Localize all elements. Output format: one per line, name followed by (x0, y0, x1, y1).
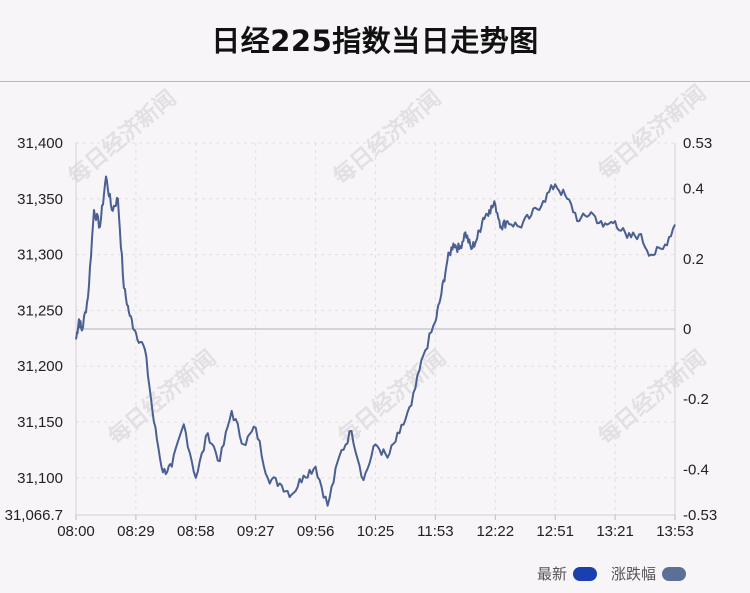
x-tick-8: 12:51 (536, 523, 574, 540)
x-tick-5: 10:25 (357, 523, 395, 540)
y-left-tick-3: 31,250 (17, 302, 63, 319)
title-divider (0, 81, 750, 82)
legend-item-latest[interactable]: 最新 (537, 563, 597, 584)
x-axis: 08:00 08:29 08:58 09:27 09:56 10:25 11:53 12:22… (57, 515, 694, 540)
y-right-tick-5: -0.4 (683, 461, 709, 478)
y-left-tick-5: 31,150 (17, 414, 63, 431)
y-left-tick-min: 31,066.7 (5, 507, 63, 524)
series-line-0 (75, 175, 676, 507)
y-right-tick-3: 0 (683, 321, 691, 338)
y-right-tick-4: -0.2 (683, 391, 709, 408)
x-tick-2: 08:58 (177, 523, 215, 540)
legend-change-label: 涨跌幅 (610, 565, 656, 583)
x-tick-10: 13:53 (656, 523, 694, 540)
x-tick-6: 11:53 (417, 523, 453, 540)
right-axis: 0.53 0.4 0.2 0 -0.2 -0.4 -0.53 (683, 135, 717, 524)
x-tick-0: 08:00 (57, 523, 95, 540)
legend-item-change[interactable]: 涨跌幅 (611, 563, 686, 584)
y-right-tick-2: 0.2 (683, 251, 704, 268)
y-left-tick-0: 31,400 (17, 135, 63, 152)
left-axis: 31,400 31,350 31,300 31,250 31,200 31,150 31,1… (5, 135, 63, 524)
y-right-tick-1: 0.4 (683, 181, 704, 198)
y-right-tick-0: 0.53 (683, 135, 712, 152)
x-tick-7: 12:22 (477, 523, 515, 540)
legend: 最新 涨跌幅 (523, 563, 686, 584)
y-left-tick-1: 31,350 (17, 191, 63, 208)
legend-latest-label: 最新 (536, 565, 567, 583)
x-tick-1: 08:29 (117, 523, 155, 540)
y-left-tick-4: 31,200 (17, 358, 63, 375)
legend-latest-swatch (572, 566, 597, 581)
x-tick-3: 09:27 (237, 523, 275, 540)
x-tick-9: 13:21 (596, 523, 634, 540)
legend-change-swatch (662, 566, 686, 581)
y-right-tick-6: -0.53 (683, 507, 717, 524)
y-left-tick-6: 31,100 (17, 470, 63, 487)
x-tick-4: 09:56 (297, 523, 335, 540)
chart-title: 日经225指数当日走势图 (211, 24, 539, 58)
y-left-tick-2: 31,300 (17, 247, 63, 264)
series-group (75, 175, 676, 507)
